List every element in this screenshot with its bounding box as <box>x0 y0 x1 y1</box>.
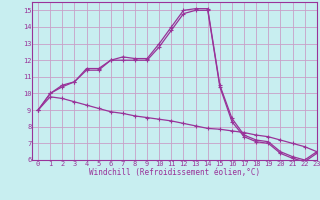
X-axis label: Windchill (Refroidissement éolien,°C): Windchill (Refroidissement éolien,°C) <box>89 168 260 177</box>
